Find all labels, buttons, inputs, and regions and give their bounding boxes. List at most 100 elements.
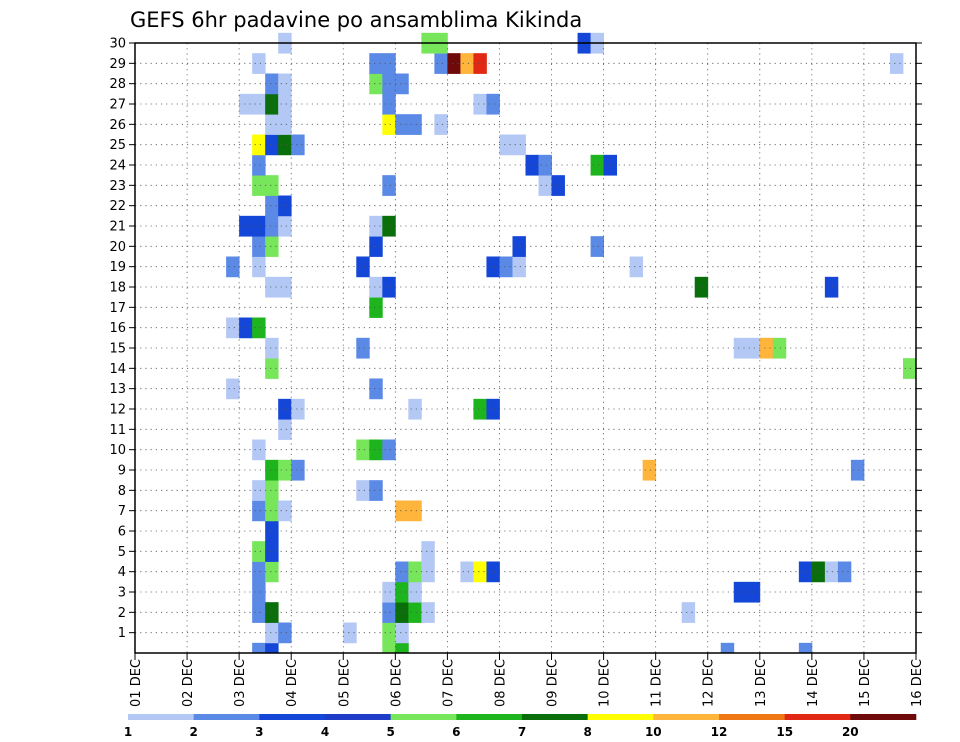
heatmap-cell: [382, 175, 396, 196]
heatmap-cell: [395, 114, 409, 135]
heatmap-cell: [382, 215, 396, 237]
heatmap-cell: [356, 480, 370, 501]
heatmap-cell: [226, 256, 240, 278]
heatmap-cell: [252, 500, 266, 522]
y-tick-label: 7: [118, 504, 126, 519]
colorbar-label: 8: [584, 725, 592, 739]
heatmap-cell: [265, 195, 279, 217]
heatmap-cell: [252, 317, 266, 339]
grid-lines: [135, 43, 916, 653]
heatmap-cell: [408, 398, 422, 420]
heatmap-cell: [278, 500, 292, 522]
colorbar-label: 10: [645, 725, 662, 739]
heatmap-cell: [525, 154, 539, 176]
y-tick-label: 12: [109, 403, 126, 418]
colorbar-swatch: [784, 714, 851, 720]
y-tick-label: 9: [118, 464, 126, 479]
heatmap-cell: [265, 276, 279, 298]
y-tick-label: 30: [109, 37, 126, 52]
x-tick-label: 04 DEC: [285, 659, 300, 707]
heatmap-cell: [369, 276, 383, 298]
colorbar-label: 6: [452, 725, 460, 739]
y-tick-label: 20: [109, 240, 126, 255]
heatmap-cell: [265, 175, 279, 196]
colorbar-swatch: [522, 714, 588, 720]
heatmap-cell: [486, 93, 500, 115]
heatmap-cell: [473, 561, 487, 583]
heatmap-cell: [369, 439, 383, 461]
heatmap-cell: [252, 93, 266, 115]
heatmap-cell: [382, 93, 396, 115]
y-tick-label: 16: [109, 321, 126, 336]
heatmap-cell: [512, 236, 526, 257]
y-tick-label: 3: [118, 586, 126, 601]
heatmap-cell: [499, 134, 513, 156]
y-tick-label: 11: [109, 423, 126, 438]
heatmap-cell: [512, 256, 526, 278]
heatmap-cell: [720, 642, 735, 654]
heatmap-cell: [265, 480, 279, 501]
y-tick-label: 14: [109, 362, 126, 377]
colorbar-label: 7: [518, 725, 526, 739]
heatmap-cell: [382, 53, 396, 74]
heatmap-cell: [759, 337, 774, 359]
colorbar-label: 12: [711, 725, 728, 739]
heatmap-cell: [434, 114, 448, 135]
heatmap-cell: [460, 561, 474, 583]
heatmap-cell: [395, 561, 409, 583]
y-tick-label: 1: [118, 626, 126, 641]
heatmap-cell: [278, 459, 292, 481]
heatmap-cell: [252, 561, 266, 583]
heatmap-cell: [824, 561, 839, 583]
colorbar-swatch: [719, 714, 785, 720]
y-tick-label: 17: [109, 301, 126, 316]
heatmap-cell: [395, 581, 409, 603]
heatmap-cell: [408, 114, 422, 135]
heatmap-cell: [733, 337, 748, 359]
heatmap-cell: [395, 500, 409, 522]
heatmap-cell: [850, 459, 865, 481]
heatmap-cell: [382, 642, 396, 654]
heatmap-cell: [369, 378, 383, 400]
heatmap-cell: [278, 93, 292, 115]
y-tick-label: 27: [109, 98, 126, 113]
x-tick-label: 10 DEC: [598, 659, 613, 707]
y-tick-label: 13: [109, 382, 126, 397]
heatmap-cell: [226, 378, 240, 400]
x-tick-label: 08 DEC: [494, 659, 509, 707]
heatmap-cell: [772, 337, 787, 359]
x-axis: 01 DEC 02 DEC 03 DEC 04 DEC 05 DEC 06 DEC 07 D…: [129, 653, 925, 707]
heatmap-cell: [382, 602, 396, 623]
heatmap-cell: [252, 256, 266, 278]
heatmap-cell: [486, 561, 500, 583]
heatmap-cell: [486, 256, 500, 278]
heatmap-cell: [408, 581, 422, 603]
heatmap-cell: [265, 358, 279, 379]
heatmap-cell: [473, 398, 487, 420]
heatmap-cell: [265, 602, 279, 623]
heatmap-cell: [382, 73, 396, 95]
heatmap-cell: [265, 73, 279, 95]
heatmap-cell: [278, 419, 292, 440]
heatmap-cell: [369, 236, 383, 257]
heatmap-cell: [265, 215, 279, 237]
heatmap-cell: [889, 53, 904, 74]
heatmap-cell: [499, 256, 513, 278]
x-tick-label: 11 DEC: [650, 659, 665, 707]
heatmap-cell: [551, 175, 565, 196]
heatmap-cell: [382, 276, 396, 298]
heatmap-cell: [252, 215, 266, 237]
y-tick-label: 28: [109, 77, 126, 92]
colorbar-label: 20: [842, 725, 859, 739]
heatmap-cell: [811, 561, 826, 583]
heatmap-cell: [733, 581, 748, 603]
heatmap-cell: [590, 236, 604, 257]
y-tick-label: 23: [109, 179, 126, 194]
y-tick-label: 21: [109, 220, 126, 235]
y-tick-label: 18: [109, 281, 126, 296]
heatmap-cell: [421, 541, 435, 562]
heatmap-cell: [252, 53, 266, 74]
heatmap-cell: [278, 114, 292, 135]
heatmap-cell: [486, 398, 500, 420]
